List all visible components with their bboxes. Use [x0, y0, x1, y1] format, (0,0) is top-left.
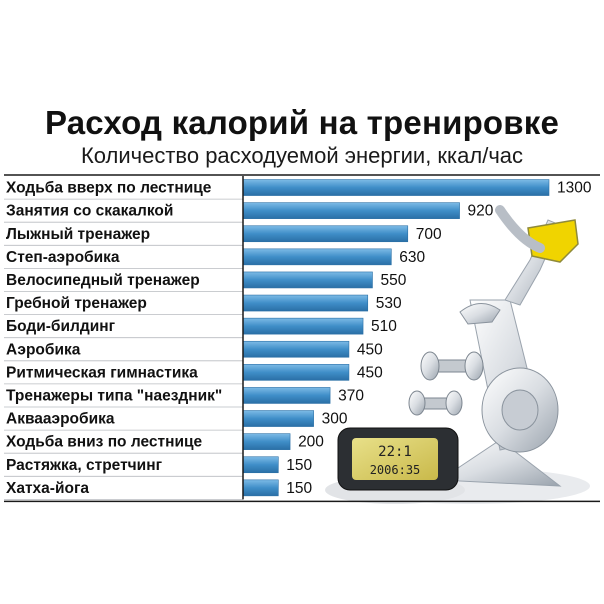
value-label: 920	[468, 203, 494, 220]
bar	[242, 317, 364, 335]
bar	[242, 225, 409, 243]
category-label: Ходьба вниз по лестнице	[6, 434, 203, 451]
bar	[242, 410, 314, 427]
bar	[242, 340, 350, 358]
category-label: Ритмическая гимнастика	[6, 364, 198, 381]
category-label: Аквааэробика	[6, 411, 115, 428]
display-readout-top: 22:1	[378, 444, 412, 460]
category-label: Лыжный тренажер	[6, 226, 150, 243]
value-label: 300	[322, 411, 348, 428]
bar	[242, 387, 331, 404]
exercise-bike-icon: 22:1 2006:35	[325, 205, 590, 504]
category-label: Растяжка, стретчинг	[6, 457, 163, 474]
chart-subtitle: Количество расходуемой энергии, ккал/час	[80, 143, 524, 168]
category-label: Аэробика	[6, 341, 81, 358]
bar	[242, 433, 291, 450]
value-label: 550	[380, 272, 406, 289]
category-label: Занятия со скакалкой	[6, 203, 173, 220]
value-label: 530	[376, 295, 402, 312]
value-label: 150	[286, 457, 312, 474]
value-label: 150	[286, 480, 312, 497]
dumbbell-icon	[420, 351, 484, 381]
value-label: 510	[371, 318, 397, 335]
chart-title: Расход калорий на тренировке	[44, 104, 560, 141]
value-label: 700	[416, 226, 442, 243]
display-readout-bottom: 2006:35	[370, 463, 421, 477]
bar	[242, 479, 279, 497]
bar	[242, 248, 392, 266]
category-label: Ходьба вверх по лестнице	[6, 180, 212, 197]
bar	[242, 294, 369, 312]
value-label: 450	[357, 364, 383, 381]
category-label: Тренажеры типа "наездник"	[6, 387, 222, 404]
category-label: Хатха-йога	[6, 480, 89, 497]
bar	[242, 364, 350, 381]
value-label: 200	[298, 434, 324, 451]
bar	[242, 456, 279, 474]
bike-display-icon: 22:1 2006:35	[325, 427, 465, 504]
category-label: Боди-билдинг	[6, 318, 116, 335]
category-label: Степ-аэробика	[6, 249, 120, 266]
category-label: Гребной тренажер	[6, 295, 147, 312]
dumbbell-icon	[408, 390, 463, 416]
value-label: 370	[338, 387, 364, 404]
value-label: 1300	[557, 180, 592, 197]
bar	[242, 179, 550, 196]
value-label: 630	[399, 249, 425, 266]
value-label: 450	[357, 341, 383, 358]
bar	[242, 202, 460, 219]
category-label: Велосипедный тренажер	[6, 272, 200, 289]
bar	[242, 271, 373, 289]
